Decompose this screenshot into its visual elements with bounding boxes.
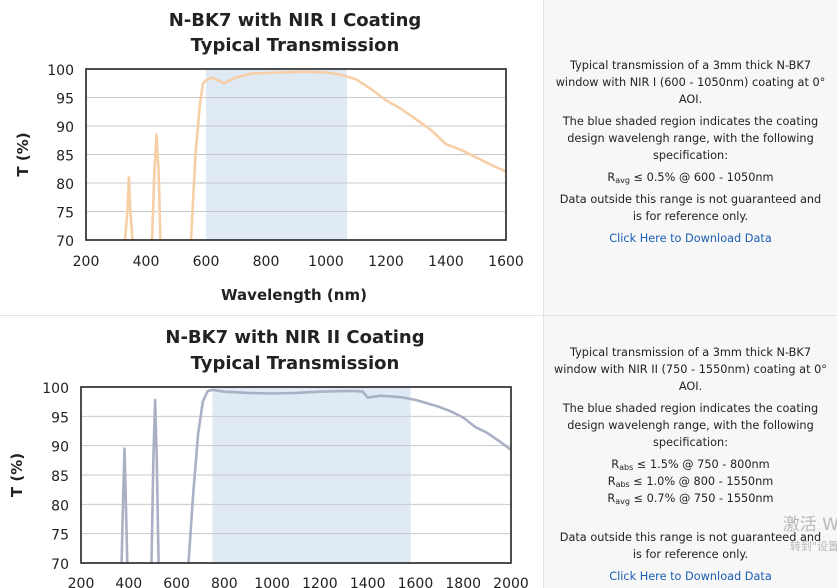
series-line bbox=[150, 398, 160, 564]
x-tick-label: 600 bbox=[193, 254, 220, 270]
y-tick-label: 85 bbox=[56, 149, 74, 165]
y-tick-label: 75 bbox=[51, 528, 69, 544]
y-tick-label: 70 bbox=[51, 557, 69, 573]
y-tick-label: 80 bbox=[51, 498, 69, 514]
series-line bbox=[189, 70, 507, 241]
download-data-link[interactable]: Click Here to Download Data bbox=[609, 232, 772, 245]
series-line bbox=[187, 388, 512, 564]
chart-nir-ii: N-BK7 with NIR II Coating Typical Transmi… bbox=[8, 327, 529, 588]
series-line bbox=[150, 133, 162, 241]
spec-line: Ravg ≤ 0.5% @ 600 - 1050nm bbox=[607, 171, 774, 185]
y-tick-label: 100 bbox=[42, 381, 69, 397]
panel-nir-ii: N-BK7 with NIR II Coating Typical Transmi… bbox=[0, 316, 837, 588]
y-tick-label: 95 bbox=[51, 410, 69, 426]
x-tick-label: 200 bbox=[73, 254, 100, 270]
x-tick-label: 1600 bbox=[398, 576, 434, 588]
x-tick-label: 1200 bbox=[302, 576, 338, 588]
panel-nir-i: N-BK7 with NIR I Coating Typical Transmis… bbox=[0, 0, 837, 316]
y-axis-label: T (%) bbox=[14, 132, 32, 176]
chart-cell-nir-ii: N-BK7 with NIR II Coating Typical Transmi… bbox=[0, 316, 544, 588]
y-tick-label: 75 bbox=[56, 206, 74, 222]
chart-nir-i: N-BK7 with NIR I Coating Typical Transmis… bbox=[14, 10, 524, 304]
description-text: Typical transmission of a 3mm thick N-BK… bbox=[555, 59, 826, 106]
spec-line: Ravg ≤ 0.7% @ 750 - 1550nm bbox=[607, 492, 774, 506]
chart-subtitle: Typical Transmission bbox=[191, 353, 400, 374]
x-tick-label: 1000 bbox=[308, 254, 344, 270]
x-tick-label: 1600 bbox=[488, 254, 524, 270]
x-tick-label: 1000 bbox=[254, 576, 290, 588]
x-tick-label: 400 bbox=[133, 254, 160, 270]
description-text: The blue shaded region indicates the coa… bbox=[562, 115, 819, 162]
x-tick-label: 1800 bbox=[445, 576, 481, 588]
x-tick-label: 600 bbox=[163, 576, 190, 588]
series-line bbox=[120, 447, 129, 564]
x-tick-label: 800 bbox=[253, 254, 280, 270]
y-tick-label: 100 bbox=[47, 63, 74, 79]
x-tick-label: 400 bbox=[115, 576, 142, 588]
description-text: The blue shaded region indicates the coa… bbox=[562, 402, 819, 449]
description-text: Typical transmission of a 3mm thick N-BK… bbox=[554, 346, 827, 393]
spec-list: Ravg ≤ 0.5% @ 600 - 1050nm bbox=[554, 169, 827, 186]
series-line bbox=[123, 176, 134, 241]
y-tick-label: 85 bbox=[51, 469, 69, 485]
x-tick-label: 1400 bbox=[350, 576, 386, 588]
x-tick-label: 800 bbox=[211, 576, 238, 588]
description-text: Data outside this range is not guarantee… bbox=[559, 193, 822, 223]
download-data-link[interactable]: Click Here to Download Data bbox=[609, 570, 772, 583]
y-tick-label: 90 bbox=[51, 440, 69, 456]
chart-subtitle: Typical Transmission bbox=[191, 35, 400, 56]
plot-frame bbox=[85, 68, 507, 241]
chart-cell-nir-i: N-BK7 with NIR I Coating Typical Transmis… bbox=[0, 0, 544, 315]
chart-title: N-BK7 with NIR II Coating bbox=[165, 327, 424, 348]
x-tick-label: 2000 bbox=[493, 576, 529, 588]
activation-watermark-line1: 激活 W bbox=[782, 515, 837, 535]
chart-title: N-BK7 with NIR I Coating bbox=[169, 10, 422, 31]
y-tick-label: 80 bbox=[56, 177, 74, 193]
y-tick-label: 95 bbox=[56, 92, 74, 108]
plot-frame bbox=[80, 386, 512, 564]
description-nir-i: Typical transmission of a 3mm thick N-BK… bbox=[544, 0, 837, 315]
x-tick-label: 1200 bbox=[368, 254, 404, 270]
description-nir-ii: Typical transmission of a 3mm thick N-BK… bbox=[544, 316, 837, 588]
y-tick-label: 70 bbox=[56, 234, 74, 250]
description-text: Data outside this range is not guarantee… bbox=[559, 531, 822, 561]
x-tick-label: 200 bbox=[68, 576, 95, 588]
spec-line: Rabs ≤ 1.0% @ 800 - 1550nm bbox=[607, 475, 774, 489]
y-tick-label: 90 bbox=[56, 120, 74, 136]
y-axis-label: T (%) bbox=[8, 453, 26, 497]
x-tick-label: 1400 bbox=[428, 254, 464, 270]
activation-watermark-line2: 转到"设置 bbox=[789, 540, 837, 553]
spec-list: Rabs ≤ 1.5% @ 750 - 800nm Rabs ≤ 1.0% @ … bbox=[554, 456, 827, 507]
x-axis-label: Wavelength (nm) bbox=[221, 286, 367, 304]
spec-line: Rabs ≤ 1.5% @ 750 - 800nm bbox=[611, 458, 770, 472]
